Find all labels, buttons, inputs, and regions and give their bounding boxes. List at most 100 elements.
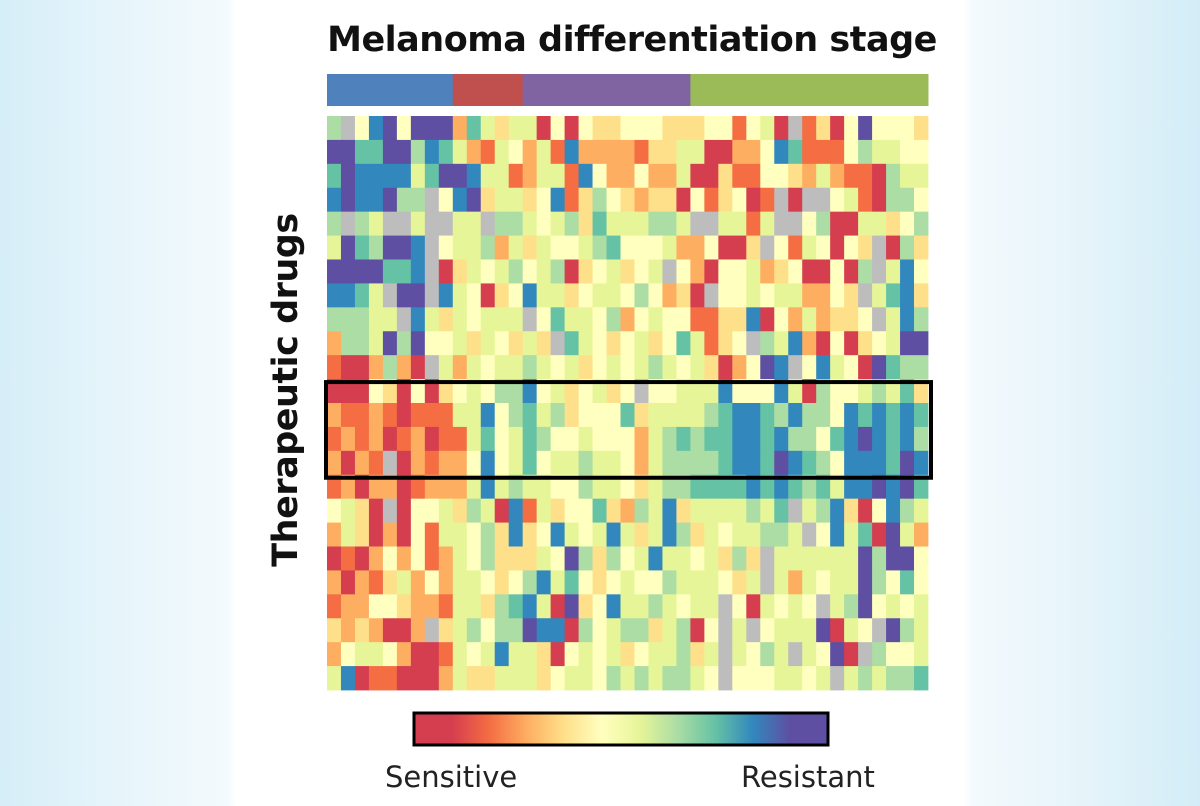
heatmap-cell xyxy=(886,426,901,452)
heatmap-cell xyxy=(550,546,566,571)
heatmap-cell xyxy=(452,498,468,523)
heatmap-cell xyxy=(872,139,887,165)
heatmap-cell xyxy=(382,187,398,213)
heatmap-cell xyxy=(550,570,566,595)
heatmap-cell xyxy=(466,211,482,236)
heatmap-cell xyxy=(522,163,538,189)
heatmap-cell xyxy=(424,211,440,236)
heatmap-cell xyxy=(746,474,761,500)
heatmap-cell xyxy=(494,666,510,691)
heatmap-cell xyxy=(620,379,635,404)
heatmap-cell xyxy=(746,546,761,571)
heatmap-cell xyxy=(578,379,593,404)
heatmap-cell xyxy=(914,259,929,284)
heatmap-cell xyxy=(704,235,719,260)
heatmap-cell xyxy=(900,259,915,284)
heatmap-cell xyxy=(522,522,538,547)
heatmap-cell xyxy=(662,283,677,308)
heatmap-cell xyxy=(368,235,384,260)
heatmap-cell xyxy=(872,498,887,523)
heatmap-cell xyxy=(760,618,775,643)
heatmap-cell xyxy=(438,139,454,165)
heatmap-cell xyxy=(327,618,342,643)
heatmap-cell xyxy=(886,498,901,523)
heatmap-cell xyxy=(634,187,649,213)
heatmap-cell xyxy=(550,522,566,547)
heatmap-cell xyxy=(340,307,356,332)
heatmap-cell xyxy=(690,546,705,571)
heatmap-cell xyxy=(732,426,747,452)
heatmap-cell xyxy=(900,139,915,165)
heatmap-cell xyxy=(550,259,566,284)
heatmap-cell xyxy=(466,618,482,643)
heatmap-cell xyxy=(466,426,482,452)
heatmap-cell xyxy=(536,546,552,571)
heatmap-cell xyxy=(788,474,803,500)
heatmap-cell xyxy=(760,331,775,356)
heatmap-cell xyxy=(578,139,593,165)
heatmap-cell xyxy=(872,355,887,380)
heatmap-cell xyxy=(354,570,370,595)
heatmap-cell xyxy=(886,403,901,428)
heatmap-cell xyxy=(830,307,845,332)
heatmap-cell xyxy=(592,474,607,500)
heatmap-cell xyxy=(410,235,426,260)
heatmap-cell xyxy=(704,139,719,165)
heatmap-cell xyxy=(410,163,426,189)
heatmap-cell xyxy=(662,522,677,547)
heatmap-cell xyxy=(522,259,538,284)
heatmap-cell xyxy=(830,331,845,356)
heatmap-cell xyxy=(858,307,873,332)
heatmap-cell xyxy=(816,139,831,165)
heatmap-cell xyxy=(480,235,496,260)
heatmap-cell xyxy=(354,235,370,260)
heatmap-cell xyxy=(802,403,817,428)
heatmap-cell xyxy=(536,426,552,452)
heatmap-cell xyxy=(550,474,566,500)
heatmap-cell xyxy=(704,211,719,236)
heatmap-cell xyxy=(830,570,845,595)
heatmap-cell xyxy=(886,187,901,213)
heatmap-cell xyxy=(424,618,440,643)
heatmap-cell xyxy=(522,546,538,571)
heatmap-cell xyxy=(480,594,496,619)
heatmap-cell xyxy=(872,618,887,643)
heatmap-cell xyxy=(340,403,356,428)
heatmap-cell xyxy=(354,307,370,332)
heatmap-cell xyxy=(690,379,705,404)
heatmap-cell xyxy=(760,594,775,619)
heatmap-cell xyxy=(424,642,440,667)
heatmap-cell xyxy=(746,426,761,452)
heatmap-cell xyxy=(914,594,929,619)
heatmap-cell xyxy=(732,546,747,571)
heatmap-cell xyxy=(606,498,621,523)
heatmap-cell xyxy=(536,570,552,595)
heatmap-cell xyxy=(466,116,482,141)
heatmap-cell xyxy=(746,235,761,260)
heatmap-cell xyxy=(480,307,496,332)
heatmap-cell xyxy=(424,666,440,691)
heatmap-cell xyxy=(662,403,677,428)
heatmap-cell xyxy=(676,498,691,523)
heatmap-cell xyxy=(578,307,593,332)
heatmap-cell xyxy=(368,522,384,547)
heatmap-cell xyxy=(340,618,356,643)
heatmap-cell xyxy=(746,307,761,332)
heatmap-cell xyxy=(368,450,384,476)
heatmap-cell xyxy=(382,642,398,667)
heatmap-cell xyxy=(858,283,873,308)
heatmap-cell xyxy=(494,331,510,356)
heatmap-cell xyxy=(900,403,915,428)
heatmap-cell xyxy=(606,594,621,619)
heatmap-cell xyxy=(816,642,831,667)
heatmap-cell xyxy=(662,211,677,236)
heatmap-cell xyxy=(662,307,677,332)
heatmap-cell xyxy=(620,283,635,308)
heatmap-cell xyxy=(718,163,733,189)
heatmap-cell xyxy=(438,450,454,476)
heatmap-cell xyxy=(354,594,370,619)
heatmap-cell xyxy=(480,259,496,284)
heatmap-cell xyxy=(732,355,747,380)
colorbar-low-label: Sensitive xyxy=(385,760,518,794)
heatmap-cell xyxy=(480,139,496,165)
